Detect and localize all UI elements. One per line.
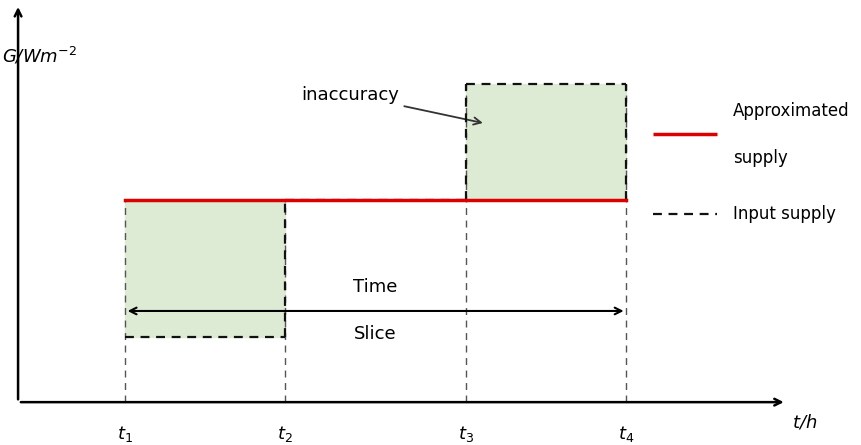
Text: Time: Time <box>353 279 398 296</box>
Text: Input supply: Input supply <box>734 205 836 223</box>
Text: $t$/h: $t$/h <box>792 413 817 432</box>
Text: Approximated: Approximated <box>734 102 850 120</box>
Text: $G$/Wm$^{-2}$: $G$/Wm$^{-2}$ <box>2 45 77 66</box>
Text: inaccuracy: inaccuracy <box>300 85 481 125</box>
Text: $t_1$: $t_1$ <box>117 424 133 444</box>
Text: $t_3$: $t_3$ <box>458 424 474 444</box>
Text: Slice: Slice <box>355 325 397 344</box>
Text: $t_4$: $t_4$ <box>618 424 635 444</box>
Text: $t_2$: $t_2$ <box>277 424 293 444</box>
Text: supply: supply <box>734 149 788 167</box>
